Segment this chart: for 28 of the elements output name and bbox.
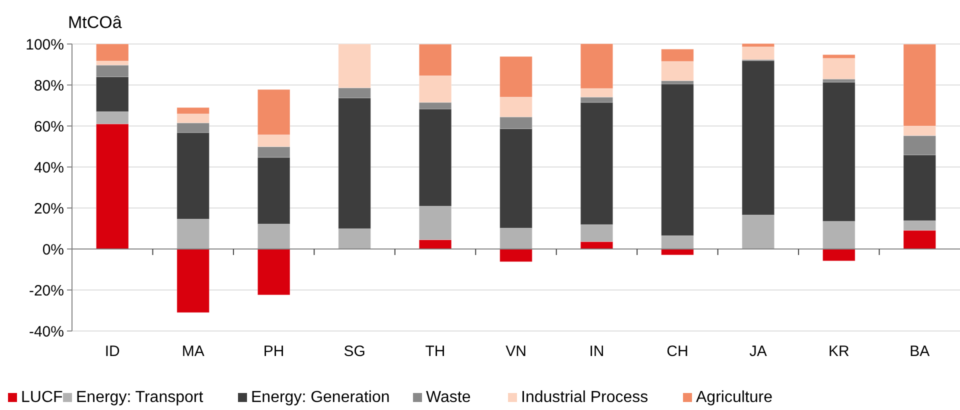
legend-label: Waste — [426, 389, 471, 406]
x-tick-label: JA — [749, 343, 767, 360]
y-tick-label: 0% — [42, 241, 64, 258]
legend-label: LUCF — [21, 389, 64, 406]
x-tick-label: VN — [506, 343, 526, 360]
y-tick-label: 40% — [34, 159, 64, 176]
y-tick-label: 80% — [34, 77, 64, 94]
y-tick-label: 100% — [26, 36, 64, 54]
bar — [822, 58, 856, 80]
x-tick-label: KR — [828, 343, 850, 360]
y-axis-title: MtCOâ — [68, 13, 122, 32]
bar — [96, 44, 129, 62]
y-tick-label: 60% — [34, 118, 64, 136]
x-tick-label: PH — [263, 343, 284, 360]
y-tick-label: 20% — [34, 200, 64, 218]
x-tick-label: MA — [182, 343, 204, 360]
y-tick-label: -40% — [28, 323, 64, 340]
legend-label: Industrial Process — [521, 389, 648, 406]
x-tick-label: CH — [666, 343, 688, 360]
x-tick-label: BA — [910, 343, 930, 360]
x-tick-label: SG — [344, 343, 366, 360]
legend-label: Energy: Generation — [251, 389, 390, 406]
y-tick-label: -20% — [28, 282, 64, 300]
x-tick-label: TH — [425, 343, 446, 360]
x-tick-label: ID — [104, 343, 120, 360]
x-tick-label: IN — [589, 343, 604, 360]
legend-label: Agriculture — [696, 389, 773, 406]
legend-label: Energy: Transport — [76, 389, 204, 406]
